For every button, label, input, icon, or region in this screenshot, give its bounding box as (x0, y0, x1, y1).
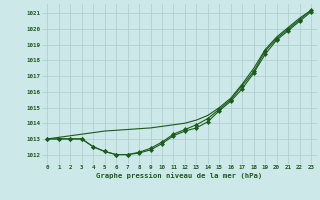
X-axis label: Graphe pression niveau de la mer (hPa): Graphe pression niveau de la mer (hPa) (96, 172, 262, 179)
